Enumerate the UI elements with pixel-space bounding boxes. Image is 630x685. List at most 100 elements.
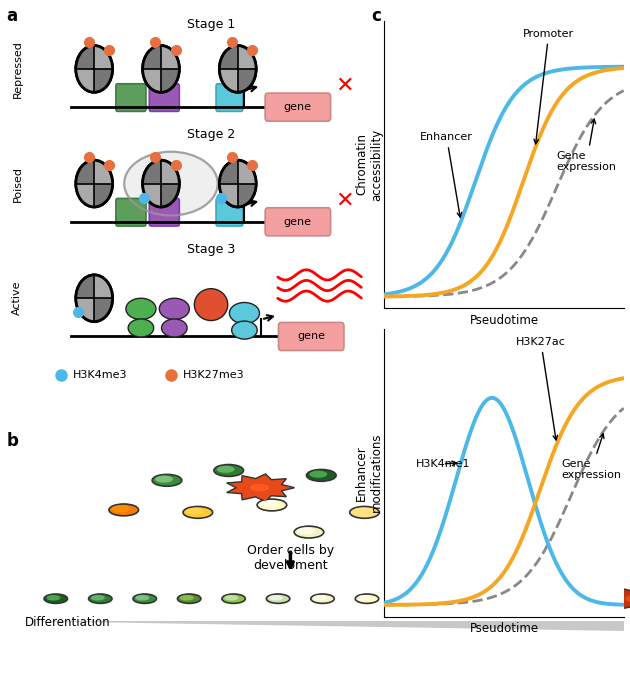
Ellipse shape <box>217 466 234 473</box>
Ellipse shape <box>91 595 105 601</box>
Ellipse shape <box>135 595 149 601</box>
Circle shape <box>76 160 113 207</box>
Wedge shape <box>94 46 113 69</box>
Ellipse shape <box>161 319 187 337</box>
Wedge shape <box>238 46 256 69</box>
Wedge shape <box>142 184 161 207</box>
Ellipse shape <box>260 500 278 508</box>
Text: gene: gene <box>284 217 312 227</box>
Circle shape <box>76 46 113 92</box>
Ellipse shape <box>250 484 269 492</box>
Text: gene: gene <box>297 332 325 341</box>
Text: gene: gene <box>284 102 312 112</box>
Ellipse shape <box>128 319 154 337</box>
Text: c: c <box>372 7 382 25</box>
Wedge shape <box>94 69 113 92</box>
Ellipse shape <box>402 595 416 601</box>
Wedge shape <box>219 46 238 69</box>
Ellipse shape <box>533 594 556 603</box>
Ellipse shape <box>229 303 260 324</box>
Text: H3K27ac: H3K27ac <box>516 337 566 440</box>
Wedge shape <box>219 184 238 207</box>
Ellipse shape <box>222 594 245 603</box>
Ellipse shape <box>183 506 213 519</box>
Text: ✕: ✕ <box>335 190 354 210</box>
FancyBboxPatch shape <box>265 208 331 236</box>
Ellipse shape <box>350 506 379 519</box>
Ellipse shape <box>479 506 509 519</box>
Polygon shape <box>227 474 295 501</box>
Ellipse shape <box>491 595 505 601</box>
Ellipse shape <box>232 321 257 339</box>
Circle shape <box>219 46 256 92</box>
Wedge shape <box>76 298 94 322</box>
Ellipse shape <box>578 594 601 603</box>
Circle shape <box>76 275 113 322</box>
Ellipse shape <box>309 471 327 477</box>
Y-axis label: Chromatin
accessibility: Chromatin accessibility <box>355 128 383 201</box>
Ellipse shape <box>180 595 194 601</box>
Ellipse shape <box>535 494 564 506</box>
Text: b: b <box>6 432 18 449</box>
Ellipse shape <box>214 464 244 476</box>
Ellipse shape <box>155 475 173 483</box>
Ellipse shape <box>513 475 531 483</box>
Ellipse shape <box>444 594 467 603</box>
Ellipse shape <box>355 594 379 603</box>
FancyBboxPatch shape <box>116 199 146 226</box>
FancyBboxPatch shape <box>265 93 331 121</box>
Wedge shape <box>76 275 94 298</box>
Wedge shape <box>219 160 238 184</box>
Ellipse shape <box>483 508 500 514</box>
Text: Promoter: Promoter <box>523 29 575 144</box>
Ellipse shape <box>124 152 218 216</box>
Ellipse shape <box>297 527 315 534</box>
Ellipse shape <box>195 288 228 321</box>
Wedge shape <box>76 160 94 184</box>
Wedge shape <box>238 184 256 207</box>
X-axis label: Pseudotime: Pseudotime <box>469 314 539 327</box>
Text: Poised: Poised <box>13 166 23 201</box>
Ellipse shape <box>133 594 156 603</box>
Text: a: a <box>6 7 18 25</box>
Ellipse shape <box>418 501 447 513</box>
Wedge shape <box>161 46 180 69</box>
Ellipse shape <box>452 471 469 477</box>
FancyBboxPatch shape <box>149 199 180 226</box>
Ellipse shape <box>152 475 182 486</box>
X-axis label: Pseudotime: Pseudotime <box>469 622 539 635</box>
Text: Gene
expression: Gene expression <box>561 434 621 480</box>
Text: Enhancer: Enhancer <box>420 132 473 217</box>
Ellipse shape <box>489 594 512 603</box>
Ellipse shape <box>580 595 594 601</box>
Ellipse shape <box>159 298 190 319</box>
Wedge shape <box>76 69 94 92</box>
Wedge shape <box>94 184 113 207</box>
Wedge shape <box>76 46 94 69</box>
Ellipse shape <box>186 508 203 514</box>
Wedge shape <box>94 160 113 184</box>
FancyBboxPatch shape <box>278 323 344 351</box>
Ellipse shape <box>47 595 60 601</box>
Text: H3K4me1: H3K4me1 <box>415 459 470 469</box>
FancyBboxPatch shape <box>116 84 146 112</box>
Y-axis label: Enhancer
modifications: Enhancer modifications <box>355 433 383 512</box>
Ellipse shape <box>257 499 287 511</box>
Wedge shape <box>94 275 113 298</box>
Ellipse shape <box>449 469 478 482</box>
Wedge shape <box>161 69 180 92</box>
Text: Repressed: Repressed <box>13 40 23 98</box>
Text: Stage 3: Stage 3 <box>187 243 235 256</box>
Ellipse shape <box>224 595 238 601</box>
Ellipse shape <box>421 503 438 510</box>
Wedge shape <box>94 298 113 322</box>
Ellipse shape <box>269 595 283 601</box>
Polygon shape <box>19 621 624 631</box>
Ellipse shape <box>538 495 556 502</box>
Ellipse shape <box>178 594 201 603</box>
Wedge shape <box>161 160 180 184</box>
Wedge shape <box>76 184 94 207</box>
Ellipse shape <box>353 508 370 514</box>
Text: Stage 2: Stage 2 <box>187 128 235 141</box>
FancyBboxPatch shape <box>216 84 243 112</box>
